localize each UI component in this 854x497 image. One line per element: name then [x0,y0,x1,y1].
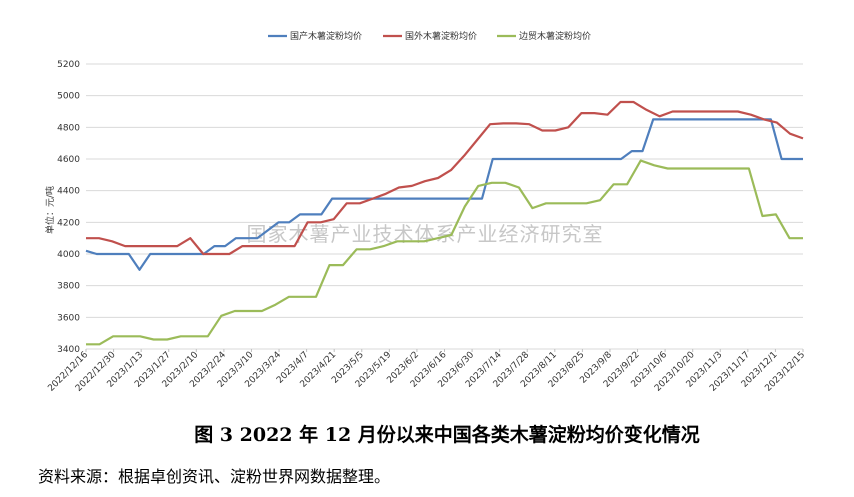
legend-label: 国外木薯淀粉均价 [405,30,477,42]
y-tick-label: 4000 [57,250,80,260]
y-tick-label: 5000 [57,92,80,102]
series-line-2 [86,100,804,256]
series-lines [85,100,804,346]
legend-label: 边贸木薯淀粉均价 [519,30,591,42]
legend-label: 国产木薯淀粉均价 [290,30,362,42]
y-tick-label: 3600 [57,313,80,323]
x-axis-ticks: 2022/12/162022/12/302023/1/132023/1/2720… [46,349,807,394]
series-line-3 [86,159,803,346]
y-tick-label: 4800 [57,123,80,133]
y-axis-ticks: 3400 3600 3800 4000 4200 4400 4600 4800 5000 5200 [57,60,80,355]
y-tick-label: 4400 [57,187,80,197]
y-axis-label: 单位：元/吨 [44,186,56,234]
figure-caption: 图 3 2022 年 12 月份以来中国各类木薯淀粉均价变化情况 [194,424,700,446]
grid-lines [86,63,803,350]
y-tick-label: 4600 [57,155,80,165]
y-tick-label: 3800 [57,282,80,292]
y-tick-label: 3400 [57,345,80,355]
price-line-chart: 3400 3600 3800 4000 4200 4400 4600 4800 5000 5200… [44,30,807,394]
y-tick-label: 4200 [57,218,80,228]
legend: 国产木薯淀粉均价 国外木薯淀粉均价 边贸木薯淀粉均价 [268,30,591,42]
data-source-note: 资料来源：根据卓创资讯、淀粉世界网数据整理。 [38,467,391,486]
y-tick-label: 5200 [57,60,80,70]
series-line-1 [85,118,803,271]
